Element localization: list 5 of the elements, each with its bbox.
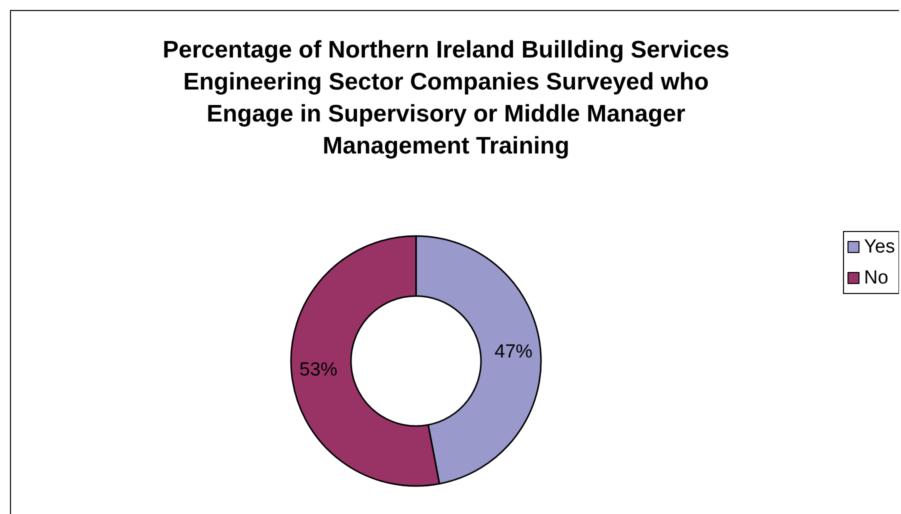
data-label: 53% <box>299 360 338 381</box>
chart-title: Percentage of Northern Ireland Buillding Services Engineering Sector Companies Surveyed who Engage in Supervisory or Middle Manager Management Training <box>162 36 730 160</box>
legend-label: No <box>864 268 888 288</box>
legend-label: Yes <box>864 236 896 258</box>
data-label: 47% <box>494 341 533 362</box>
